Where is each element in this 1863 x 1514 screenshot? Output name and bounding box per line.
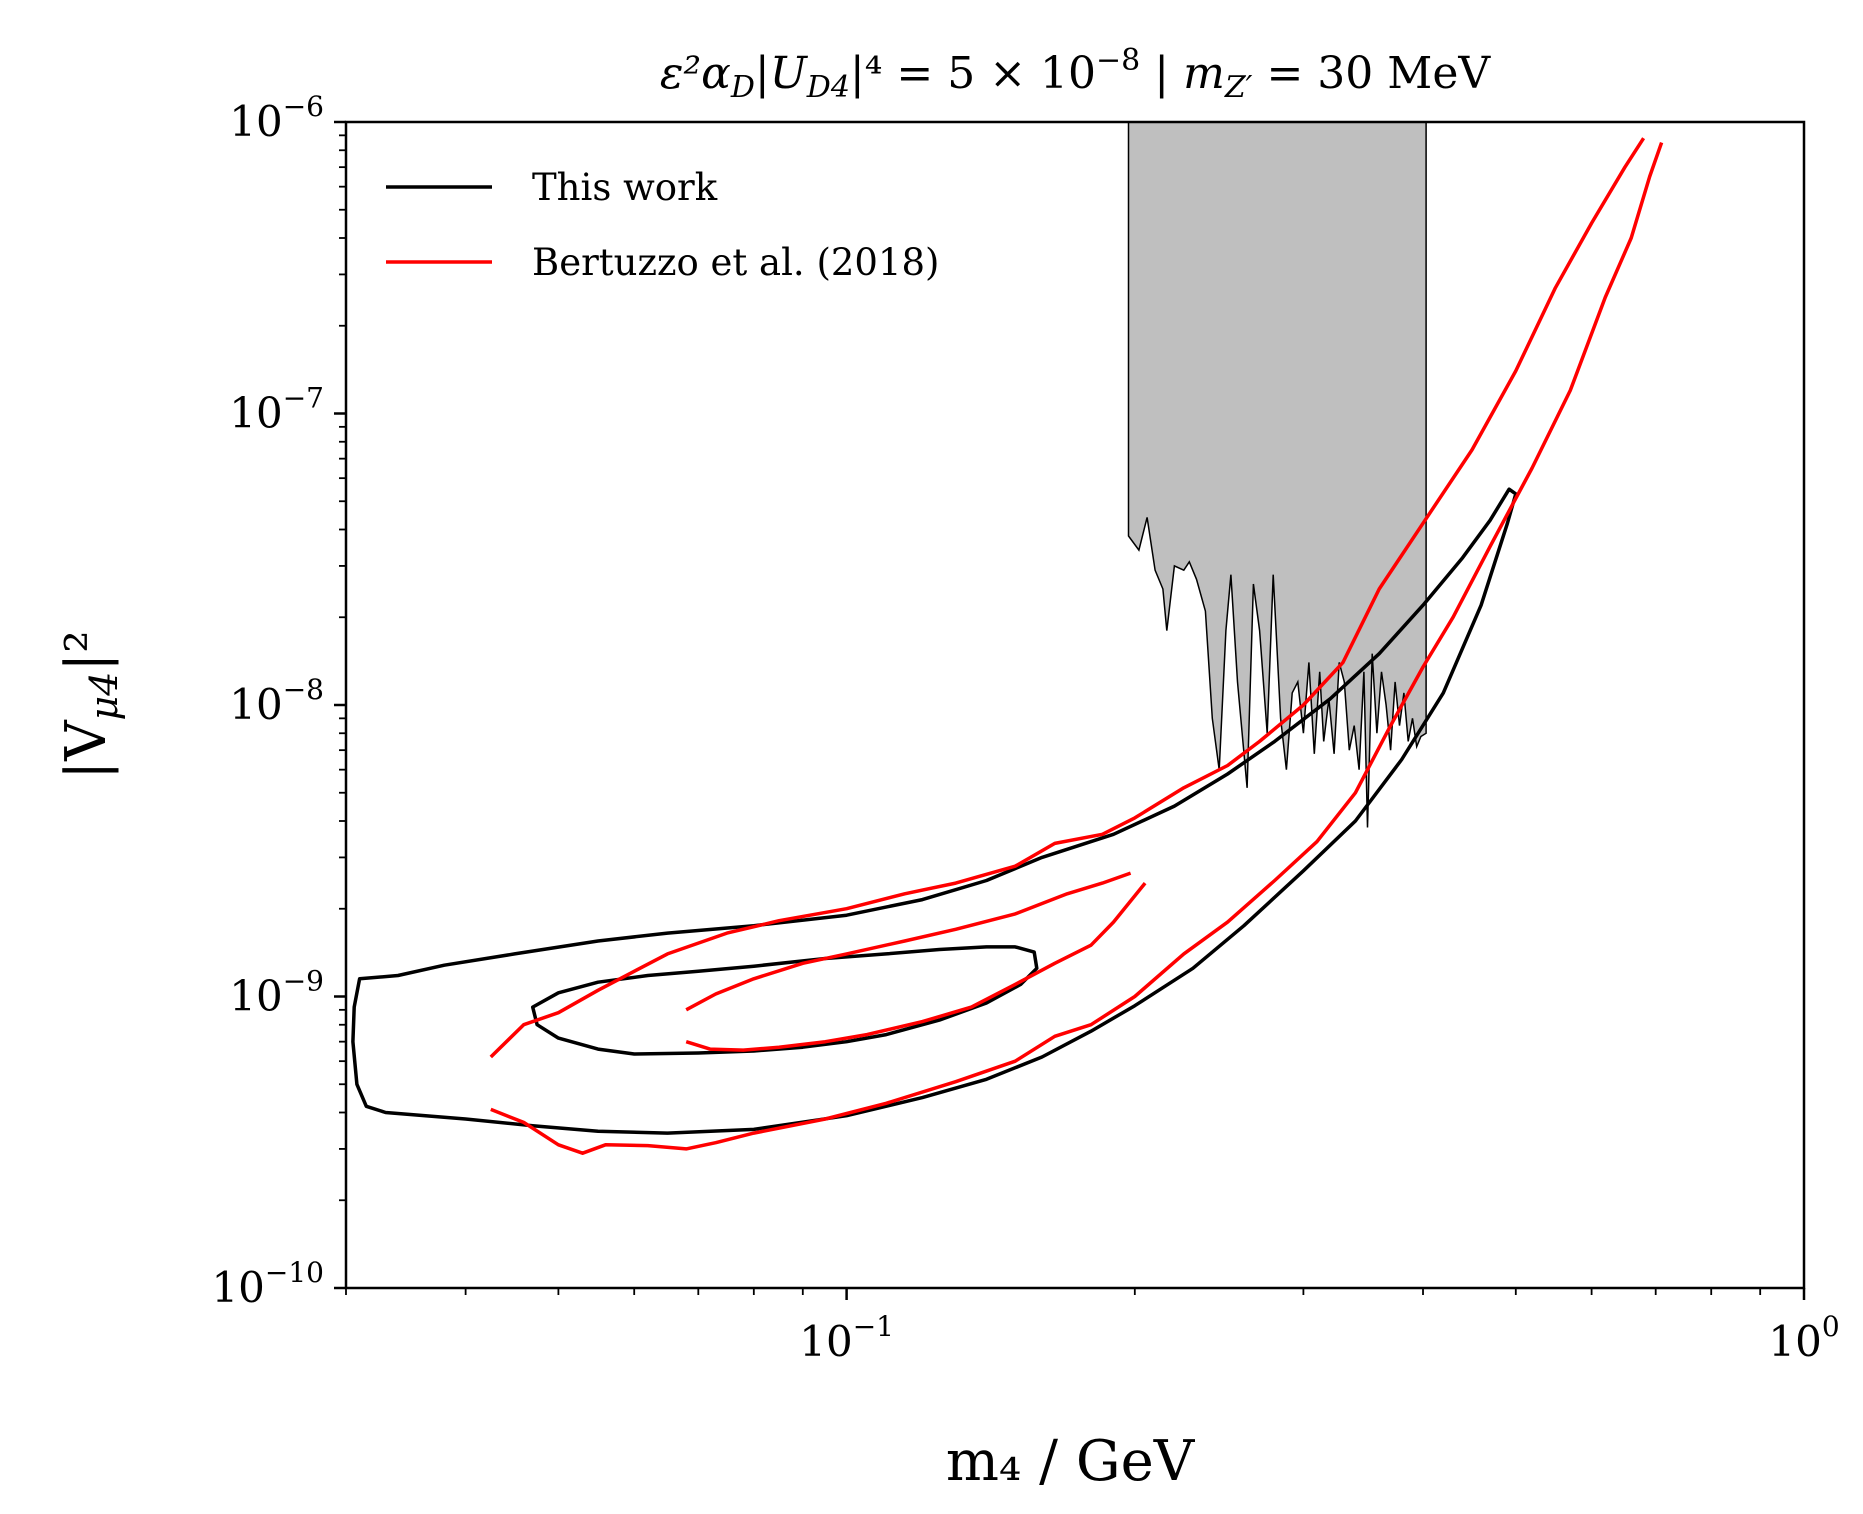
y-tick-label-0: 10−10 — [211, 1256, 324, 1312]
title-suffix: = 30 MeV — [1252, 48, 1491, 99]
y-axis-label: |Vμ4|² — [54, 630, 126, 780]
series-line-4 — [685, 881, 1147, 1052]
title-sub-z: Z′ — [1224, 70, 1253, 105]
legend-label-this-work: This work — [532, 166, 718, 209]
y-label-sup: |² — [54, 630, 119, 671]
series-line-3 — [489, 137, 1646, 1059]
excluded-region — [1127, 122, 1427, 828]
plot-background — [346, 122, 1804, 1288]
y-tick-label-2: 10−8 — [229, 673, 324, 729]
legend: This work Bertuzzo et al. (2018) — [386, 166, 939, 284]
title-sep: | m — [1140, 48, 1225, 99]
series-line-1 — [530, 945, 1039, 1056]
title-power: |⁴ = 5 × 10 — [850, 48, 1096, 99]
plot-frame — [344, 120, 1806, 1290]
y-label-sub: μ4 — [82, 672, 126, 721]
y-tick-label-3: 10−7 — [229, 382, 324, 438]
title-mid: |U — [755, 48, 809, 99]
series-line-2 — [490, 142, 1664, 1155]
series-line-0 — [351, 487, 1518, 1135]
title-sub-d: D — [730, 70, 755, 105]
title-prefix: ε²α — [660, 48, 731, 99]
tick-layer: 10−1 100 10−10 10−9 10−8 10−7 10−6 — [211, 90, 1839, 1366]
y-tick-label-1: 10−9 — [229, 965, 324, 1021]
x-tick-label-1: 100 — [1768, 1310, 1839, 1366]
y-label-main: |V — [54, 719, 119, 780]
chart-title: ε²αD|UD4|⁴ = 5 × 10−8 | mZ′ = 30 MeV — [660, 43, 1492, 105]
x-axis-label: m₄ / GeV — [946, 1429, 1196, 1494]
title-sub-d4: D4 — [806, 70, 850, 105]
x-tick-label-0: 10−1 — [799, 1310, 894, 1366]
title-exp: −8 — [1096, 43, 1140, 78]
legend-label-bertuzzo: Bertuzzo et al. (2018) — [532, 241, 939, 284]
data-layer — [351, 122, 1664, 1155]
series-line-5 — [685, 871, 1132, 1012]
y-tick-label-4: 10−6 — [229, 90, 324, 146]
